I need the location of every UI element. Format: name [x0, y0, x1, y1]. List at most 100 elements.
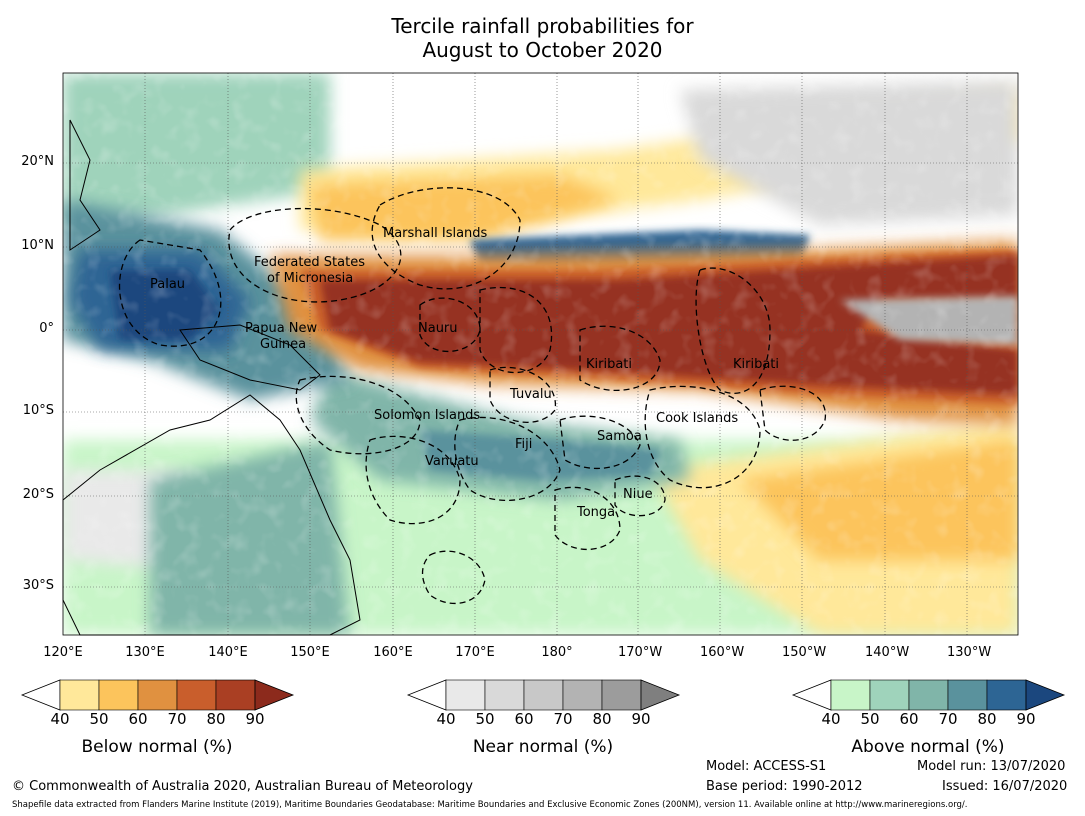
colorbar-tick-label: 60	[899, 710, 919, 728]
lat-tick-label: 10°S	[22, 403, 54, 418]
colorbar-arrow-high	[254, 679, 295, 711]
coastlines	[62, 119, 361, 636]
map-frame	[62, 72, 1019, 636]
colorbar-segment	[484, 679, 525, 711]
colorbar-segment	[98, 679, 139, 711]
gridlines	[63, 73, 1018, 635]
colorbar-tick-label: 80	[977, 710, 997, 728]
colorbars	[20, 679, 1066, 711]
lon-tick-label: 170°E	[455, 645, 495, 660]
speckle-texture	[63, 73, 1018, 635]
new-guinea-coast	[179, 324, 321, 391]
eez-boundaries	[118, 187, 826, 604]
lat-tick-label: 20°S	[22, 487, 54, 502]
colorbar-segment	[908, 679, 949, 711]
region-label: Guinea	[260, 337, 307, 352]
colorbar-segment	[869, 679, 910, 711]
shapefile-credit: Shapefile data extracted from Flanders M…	[12, 800, 968, 810]
colorbar-title-near: Near normal (%)	[472, 737, 614, 757]
map-field	[63, 73, 1018, 635]
lon-tick-label: 120°E	[43, 645, 83, 660]
region-label: Kiribati	[586, 357, 633, 372]
philippines-coast	[69, 119, 101, 251]
eez-marshall-islands	[371, 187, 521, 290]
eez-vanuatu	[365, 435, 461, 525]
eez-kiribati-line	[695, 267, 771, 394]
lon-tick-label: 150°W	[782, 645, 827, 660]
lon-tick-label: 140°E	[208, 645, 248, 660]
eez-french-polynesia	[759, 385, 826, 441]
lat-tick-label: 30°S	[22, 578, 54, 593]
title-line-1: Tercile rainfall probabilities for	[391, 14, 694, 38]
eez-norfolk-island	[421, 550, 486, 604]
region-label: of Micronesia	[267, 271, 354, 286]
colorbar-tick-label: 70	[167, 710, 187, 728]
region-label: Niue	[623, 487, 653, 502]
colorbar-tick-label: 90	[1016, 710, 1036, 728]
colorbar-arrow-low	[20, 679, 61, 711]
colorbar-segment	[947, 679, 988, 711]
colorbar-segment	[830, 679, 871, 711]
eez-nauru	[419, 297, 481, 352]
rainfall-map	[62, 72, 1019, 636]
colorbar-arrow-low	[791, 679, 832, 711]
region-label: Tonga	[577, 505, 616, 520]
issued: Issued: 16/07/2020	[942, 779, 1068, 794]
title-line-2: August to October 2020	[422, 38, 663, 62]
lon-tick-label: 140°W	[865, 645, 910, 660]
eez-fiji	[454, 416, 561, 502]
lon-tick-label: 130°E	[125, 645, 165, 660]
colorbar-arrow-high	[1025, 679, 1066, 711]
lon-tick-label: 160°W	[700, 645, 745, 660]
region-label: Solomon Islands	[374, 408, 481, 423]
lon-tick-label: 160°E	[373, 645, 413, 660]
colorbar-tick-label: 50	[89, 710, 109, 728]
colorbar-tick-label: 70	[553, 710, 573, 728]
colorbar-tick-label: 60	[128, 710, 148, 728]
copyright: © Commonwealth of Australia 2020, Austra…	[12, 779, 473, 794]
region-label: Federated States	[254, 255, 365, 270]
eez-kiribati-gilberts	[479, 286, 553, 373]
colorbar-segment	[601, 679, 642, 711]
colorbar-segment	[445, 679, 486, 711]
eez-samoa	[559, 415, 641, 470]
lat-tick-label: 0°	[39, 321, 54, 336]
region-label: Tuvalu	[510, 387, 552, 402]
eez-palau	[118, 239, 222, 347]
lat-tick-label: 10°N	[21, 238, 54, 253]
colorbar-tick-label: 80	[592, 710, 612, 728]
colorbar-title-above: Above normal (%)	[851, 737, 1005, 757]
colorbar-title-below: Below normal (%)	[81, 737, 233, 757]
lat-tick-label: 20°N	[21, 154, 54, 169]
base-period: Base period: 1990-2012	[706, 779, 863, 794]
colorbar-segment	[215, 679, 256, 711]
colorbar-arrow-low	[406, 679, 447, 711]
lon-tick-label: 130°W	[947, 645, 992, 660]
colorbar-tick-label: 50	[475, 710, 495, 728]
chart-title: Tercile rainfall probabilities for Augus…	[0, 14, 1085, 62]
colorbar-segment	[562, 679, 603, 711]
region-label: Kiribati	[733, 357, 780, 372]
colorbar-tick-label: 80	[206, 710, 226, 728]
colorbar-tick-label: 50	[860, 710, 880, 728]
region-label: Marshall Islands	[383, 226, 488, 241]
lon-tick-label: 150°E	[290, 645, 330, 660]
region-label: Fiji	[515, 437, 533, 452]
colorbar-tick-label: 90	[631, 710, 651, 728]
region-label: Nauru	[418, 321, 458, 336]
region-label: Papua New	[245, 321, 318, 336]
region-label: Palau	[150, 277, 186, 292]
colorbar-segment	[176, 679, 217, 711]
colorbar-segment	[986, 679, 1027, 711]
colorbar-tick-label: 40	[50, 710, 70, 728]
colorbar-segment	[59, 679, 100, 711]
colorbar-tick-label: 40	[436, 710, 456, 728]
colorbar-segment	[137, 679, 178, 711]
colorbar-tick-label: 40	[821, 710, 841, 728]
lon-tick-label: 180°	[541, 645, 573, 660]
model: Model: ACCESS-S1	[706, 759, 827, 774]
eez-solomon-islands	[295, 375, 421, 455]
lon-tick-label: 170°W	[618, 645, 663, 660]
colorbar-arrow-high	[640, 679, 681, 711]
colorbar-tick-label: 70	[938, 710, 958, 728]
